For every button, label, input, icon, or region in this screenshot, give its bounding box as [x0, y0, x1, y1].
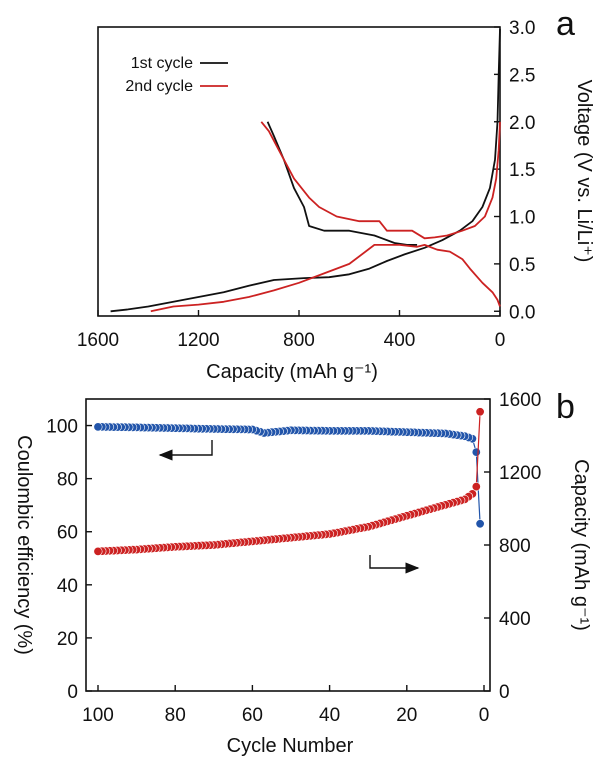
panel-a-legend: 1st cycle 2nd cycle	[125, 55, 228, 95]
panel-b-x-tick-label: 80	[165, 705, 186, 726]
panel-b-x-tick-label: 60	[242, 705, 263, 726]
panel-a-label: a	[556, 5, 575, 43]
panel-b-right-tick-label: 400	[499, 609, 531, 630]
panel-b-left-tick-label: 100	[46, 417, 78, 438]
panel-a-x-tick-label: 1600	[77, 330, 119, 351]
panel-a-y-ticks: 0.0 0.5 1.0 1.5 2.0 2.5 3.0	[494, 18, 535, 323]
panel-b-left-tick-label: 0	[67, 682, 78, 703]
panel-b-right-tick-label: 0	[499, 682, 510, 703]
panel-b-x-ticks: 100 80 60 40 20 0	[82, 685, 489, 726]
panel-b-right-tick-label: 1200	[499, 463, 541, 484]
panel-a-y-tick-label: 3.0	[509, 18, 535, 39]
panel-a-y-tick-label: 0.0	[509, 302, 535, 323]
panel-b-x-tick-label: 100	[82, 705, 114, 726]
panel-b-left-tick-label: 20	[57, 629, 78, 650]
panel-a-y-tick-label: 1.0	[509, 208, 535, 229]
panel-b-left-tick-label: 40	[57, 576, 78, 597]
panel-b-left-ticks: 0 20 40 60 80 100	[46, 417, 92, 703]
panel-a-line-2nd-cycle-charge	[260, 121, 501, 240]
panel-b-point-capacity	[475, 407, 485, 417]
panel-b-right-axis-title: Capacity (mAh g⁻¹)	[570, 459, 592, 631]
panel-b-series	[93, 407, 485, 556]
panel-b-point-coulombic-efficiency	[93, 422, 103, 432]
panel-b-x-tick-label: 0	[479, 705, 490, 726]
panel-a-y-axis-title: Voltage (V vs. Li/Li⁺)	[573, 80, 595, 263]
arrow-to-left-axis	[158, 440, 213, 461]
panel-b-right-tick-label: 800	[499, 536, 531, 557]
panel-b-x-tick-label: 40	[319, 705, 340, 726]
panel-b-point-coulombic-efficiency	[475, 519, 485, 529]
panel-a-y-tick-label: 2.5	[509, 65, 535, 86]
panel-b-left-axis-title: Coulombic efficiency (%)	[13, 435, 35, 655]
panel-b-left-tick-label: 80	[57, 470, 78, 491]
panel-a-x-ticks: 1600 1200 800 400 0	[77, 310, 505, 351]
panel-a-line-1st-cycle-charge	[266, 121, 418, 246]
panel-a-x-axis-title: Capacity (mAh g⁻¹)	[206, 361, 378, 383]
panel-a-y-tick-label: 1.5	[509, 160, 535, 181]
panel-b-point-capacity	[471, 482, 481, 492]
arrow-to-right-axis	[369, 555, 420, 574]
panel-a: a 1600 1200 800 400 0 0.00.51.01.52.02.53.0 …	[77, 5, 595, 383]
panel-b-right-ticks: 0 400 800 1200 1600	[484, 390, 541, 703]
panel-a-y-tick-label: 2.0	[509, 113, 535, 134]
panel-b-label: b	[556, 388, 575, 426]
legend-label-1st-cycle: 1st cycle	[131, 55, 193, 72]
panel-a-line-2nd-cycle	[150, 244, 501, 313]
panel-a-x-tick-label: 1200	[177, 330, 219, 351]
panel-b-right-tick-label: 1600	[499, 390, 541, 411]
panel-b-point-coulombic-efficiency	[471, 447, 481, 457]
panel-b-point-capacity	[93, 546, 103, 556]
panel-a-y-tick-label: 0.5	[509, 255, 535, 276]
panel-a-x-tick-label: 400	[384, 330, 416, 351]
panel-a-x-tick-label: 800	[283, 330, 315, 351]
panel-a-series	[110, 28, 501, 313]
panel-b: b 100 80 60 40 20 0 0 20 40 60 80 100 0 400 800 1200 1…	[13, 388, 592, 757]
panel-a-x-tick-label: 0	[495, 330, 506, 351]
legend-label-2nd-cycle: 2nd cycle	[125, 78, 193, 95]
panel-b-x-tick-label: 20	[396, 705, 417, 726]
panel-a-line-1st-cycle	[110, 28, 501, 313]
panel-b-x-axis-title: Cycle Number	[227, 735, 354, 757]
panel-b-left-tick-label: 60	[57, 523, 78, 544]
